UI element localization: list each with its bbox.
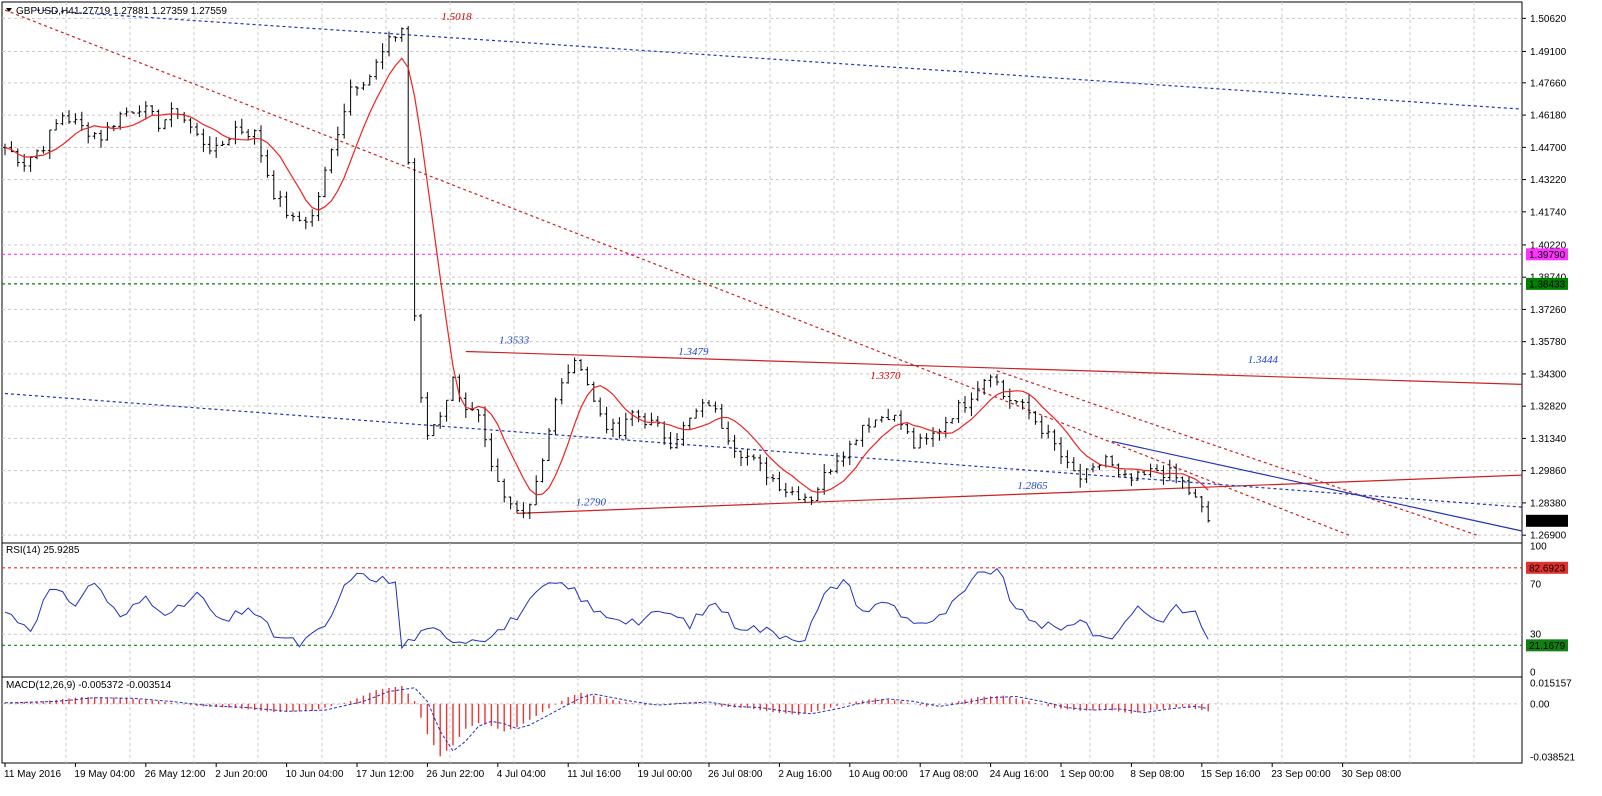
rsi-title: RSI(14) 25.9285 <box>6 545 80 556</box>
level-price-tag-box <box>1526 248 1568 261</box>
price-tick-label: 1.37260 <box>1530 305 1567 316</box>
price-tick-label: 1.35780 <box>1530 337 1567 348</box>
price-tick-label: 1.29860 <box>1530 466 1567 477</box>
time-tick-label: 10 Aug 00:00 <box>849 769 908 780</box>
price-annotation: 1.3444 <box>1248 354 1279 366</box>
price-annotation: 1.3370 <box>870 370 901 382</box>
rsi-tick-label: 0 <box>1530 668 1536 679</box>
trendlines <box>4 9 1523 536</box>
time-tick-label: 11 Jul 16:00 <box>567 769 621 780</box>
price-tick-label: 1.34300 <box>1530 369 1567 380</box>
time-tick-label: 24 Aug 16:00 <box>990 769 1049 780</box>
time-tick-label: 19 Jul 00:00 <box>638 769 693 780</box>
rsi-levels <box>2 567 1522 646</box>
trendline <box>36 9 1523 110</box>
price-tick-label: 1.43220 <box>1530 175 1567 186</box>
price-tick-label: 1.40220 <box>1530 240 1567 251</box>
chart-ohlc: 1.27719 1.27881 1.27359 1.27559 <box>74 6 227 17</box>
main-gridlines <box>2 2 1522 543</box>
price-axis: 1.50620 1.49100 1.47660 1.46180 1.44700 1.432… <box>1522 14 1568 542</box>
chevron-down-icon[interactable] <box>6 8 12 12</box>
chart-title: GBPUSD,H4 <box>16 6 74 17</box>
time-tick-label: 11 May 2016 <box>4 769 62 780</box>
price-annotation: 1.2865 <box>1017 480 1048 492</box>
price-tick-label: 1.49100 <box>1530 47 1567 58</box>
price-annotation: 1.3533 <box>499 334 530 346</box>
level-price-tag: 1.39790 <box>1529 250 1566 261</box>
macd-gridlines <box>2 677 1522 763</box>
price-tick-label: 1.47660 <box>1530 78 1567 89</box>
main-pane-frame <box>1 1 1523 544</box>
time-tick-label: 2 Aug 16:00 <box>778 769 832 780</box>
price-tick-label: 1.41740 <box>1530 207 1567 218</box>
price-tick-label: 1.46180 <box>1530 111 1567 122</box>
level-price-tag-box <box>1526 277 1568 290</box>
time-tick-label: 17 Aug 08:00 <box>919 769 978 780</box>
current-price-tag-box <box>1526 514 1568 527</box>
price-annotations: 1.5018 1.3533 1.3479 1.3370 1.3444 1.2790 1.28… <box>441 11 1278 508</box>
main-pane[interactable]: 1.5018 1.3533 1.3479 1.3370 1.3444 1.2790 1.28… <box>1 1 1568 544</box>
time-tick-label: 4 Jul 04:00 <box>497 769 546 780</box>
rsi-level-tag: 82.6923 <box>1529 563 1566 574</box>
time-tick-label: 26 Jun 22:00 <box>426 769 484 780</box>
rsi-tick-label: 100 <box>1530 542 1547 553</box>
rsi-level-tag-box <box>1526 561 1568 574</box>
rsi-tick-label: 70 <box>1530 579 1542 590</box>
macd-signal-line <box>5 687 1209 752</box>
trendline <box>4 9 1350 536</box>
moving-average-line <box>4 57 1209 496</box>
price-tick-label: 1.28380 <box>1530 498 1567 509</box>
candlesticks <box>3 26 1211 523</box>
macd-axis: 0.015157 0.00 -0.038521 <box>1530 679 1575 764</box>
price-tick-label: 1.50620 <box>1530 14 1567 25</box>
time-tick-label: 19 May 04:00 <box>74 769 135 780</box>
trendline <box>465 350 1523 386</box>
rsi-tick-label: 30 <box>1530 630 1542 641</box>
trendline <box>1112 440 1523 532</box>
rsi-pane[interactable]: 100 70 30 0 82.6923 21.1679 RSI(14) 25.9285 <box>1 542 1568 679</box>
rsi-axis: 100 70 30 0 82.6923 21.1679 <box>1526 542 1568 679</box>
price-tick-label: 1.32820 <box>1530 402 1567 413</box>
time-tick-label: 2 Jun 20:00 <box>215 769 268 780</box>
trendline <box>4 392 1523 508</box>
time-tick-label: 17 Jun 12:00 <box>356 769 414 780</box>
level-price-tag: 1.38433 <box>1529 279 1566 290</box>
macd-tick-label: 0.00 <box>1530 699 1550 710</box>
price-annotation: 1.3479 <box>678 346 709 358</box>
time-tick-label: 15 Sep 16:00 <box>1201 769 1261 780</box>
macd-title: MACD(12,26,9) -0.005372 -0.003514 <box>6 680 172 691</box>
time-tick-label: 30 Sep 08:00 <box>1342 769 1402 780</box>
price-tick-label: 1.26900 <box>1530 531 1567 542</box>
main-horizontal-levels <box>2 253 1522 285</box>
rsi-pane-frame <box>1 542 1523 678</box>
time-tick-label: 10 Jun 04:00 <box>286 769 344 780</box>
rsi-level-tag-box <box>1526 639 1568 652</box>
macd-tick-label: -0.038521 <box>1530 753 1575 764</box>
trendline <box>996 370 1478 536</box>
price-annotation: 1.5018 <box>441 11 472 23</box>
current-price-tag: 1.27559 <box>1529 516 1566 527</box>
time-tick-label: 26 Jul 08:00 <box>708 769 763 780</box>
price-tick-label: 1.31340 <box>1530 434 1567 445</box>
rsi-gridlines <box>2 543 1522 677</box>
macd-pane-frame <box>1 676 1523 764</box>
time-tick-label: 1 Sep 00:00 <box>1060 769 1114 780</box>
time-tick-label: 26 May 12:00 <box>145 769 206 780</box>
price-annotation: 1.2790 <box>576 496 607 508</box>
trendline <box>516 474 1523 514</box>
price-tick-label: 1.44700 <box>1530 143 1567 154</box>
time-axis: 11 May 2016 19 May 04:00 26 May 12:00 2 Jun… <box>4 763 1402 780</box>
rsi-level-tag: 21.1679 <box>1529 641 1566 652</box>
time-tick-label: 8 Sep 08:00 <box>1130 769 1184 780</box>
macd-pane[interactable]: 0.015157 0.00 -0.038521 MACD(12,26,9) -0.0… <box>1 676 1575 764</box>
rsi-line <box>4 567 1209 650</box>
macd-tick-label: 0.015157 <box>1530 679 1572 690</box>
time-tick-label: 23 Sep 00:00 <box>1271 769 1331 780</box>
